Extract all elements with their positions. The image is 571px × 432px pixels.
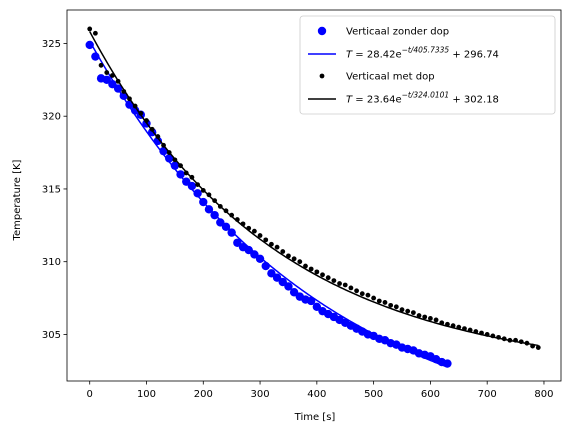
data-point — [255, 254, 265, 263]
legend-offset: + 302.18 — [449, 95, 499, 106]
legend-exponent: −t/405.7335 — [402, 46, 450, 55]
data-point — [261, 261, 270, 271]
plot-area — [66, 9, 562, 382]
legend-formula: = 28.42e — [352, 50, 402, 61]
data-point — [297, 259, 303, 265]
data-point — [410, 310, 416, 316]
data-point — [187, 181, 197, 191]
legend-label: T = 23.64e−t/324.0101 + 302.18 — [346, 91, 499, 106]
axis-ticks: 0 100 200 300 400 500 600 700 800 305 310 315 320 325 — [42, 39, 554, 400]
data-point — [244, 245, 253, 255]
data-point — [227, 228, 236, 237]
data-point — [303, 263, 308, 269]
x-tick-label: 200 — [194, 389, 213, 400]
y-tick-label: 325 — [42, 39, 61, 50]
data-point — [92, 30, 98, 36]
data-point — [306, 296, 316, 306]
data-point — [251, 228, 257, 234]
legend-label: Verticaal zonder dop — [346, 27, 449, 38]
data-point — [272, 273, 282, 282]
data-point — [274, 244, 280, 250]
data-point — [289, 288, 299, 297]
data-point — [422, 314, 428, 320]
data-point — [354, 288, 359, 294]
data-point — [428, 316, 433, 321]
data-point — [348, 285, 354, 291]
data-point — [314, 269, 320, 275]
data-point — [104, 70, 110, 75]
data-point — [308, 266, 314, 272]
data-point — [193, 189, 202, 198]
data-point — [269, 241, 274, 247]
data-point — [159, 146, 168, 156]
y-tick-label: 320 — [42, 112, 61, 123]
legend-box — [299, 15, 556, 115]
fit-line-3 — [89, 31, 539, 347]
legend-exponent: −t/324.0101 — [402, 91, 450, 100]
x-tick-label: 600 — [421, 389, 440, 400]
data-point — [280, 249, 286, 254]
legend-symbol: T — [346, 95, 353, 106]
data-point — [382, 300, 388, 305]
legend-formula: = 23.64e — [352, 95, 402, 106]
data-point — [257, 233, 263, 238]
x-tick-label: 800 — [534, 389, 553, 400]
data-point — [85, 40, 94, 50]
x-tick-label: 500 — [364, 389, 383, 400]
data-point — [359, 291, 365, 297]
data-point — [165, 154, 174, 163]
data-point — [342, 282, 348, 288]
data-point — [278, 277, 287, 287]
data-point — [371, 295, 377, 301]
data-point — [535, 345, 541, 350]
data-point — [393, 304, 399, 310]
x-tick-label: 0 — [87, 389, 93, 400]
data-point — [87, 26, 93, 32]
data-point — [416, 313, 422, 318]
fit-line-1 — [89, 40, 448, 368]
data-point — [250, 250, 259, 259]
data-point — [325, 275, 331, 281]
legend-symbol: T — [346, 50, 353, 61]
data-point — [331, 278, 337, 284]
data-point — [267, 269, 276, 278]
axes-frame — [66, 9, 562, 382]
data-point — [365, 292, 371, 298]
legend-label: Verticaal met dop — [346, 72, 435, 83]
data-point — [291, 256, 297, 262]
data-point — [98, 62, 104, 68]
y-tick-label: 305 — [42, 330, 61, 341]
data-point — [320, 272, 325, 278]
x-tick-label: 300 — [251, 389, 270, 400]
data-point — [433, 317, 439, 323]
legend: Verticaal zonder dop T = 28.42e−t/405.733… — [299, 15, 556, 115]
data-point — [216, 218, 225, 227]
y-axis-label: Temperature [K] — [12, 159, 23, 241]
data-point — [399, 307, 405, 313]
legend-marker-handle — [317, 26, 327, 36]
y-tick-label: 315 — [42, 184, 61, 195]
data-point — [405, 308, 411, 314]
data-point — [388, 302, 394, 308]
data-point — [284, 282, 293, 291]
x-tick-label: 400 — [307, 389, 326, 400]
data-point — [337, 281, 342, 286]
x-tick-label: 700 — [478, 389, 497, 400]
x-axis-label: Time [s] — [294, 412, 336, 423]
legend-offset: + 296.74 — [449, 50, 499, 61]
legend-marker-handle — [319, 73, 325, 79]
y-tick-label: 310 — [42, 257, 61, 268]
data-point — [263, 237, 269, 243]
legend-label: T = 28.42e−t/405.7335 + 296.74 — [346, 46, 499, 61]
data-point — [312, 302, 322, 311]
data-point — [376, 298, 382, 304]
data-point — [233, 238, 242, 247]
data-point — [170, 161, 180, 170]
data-point — [102, 75, 111, 85]
x-tick-label: 100 — [137, 389, 156, 400]
